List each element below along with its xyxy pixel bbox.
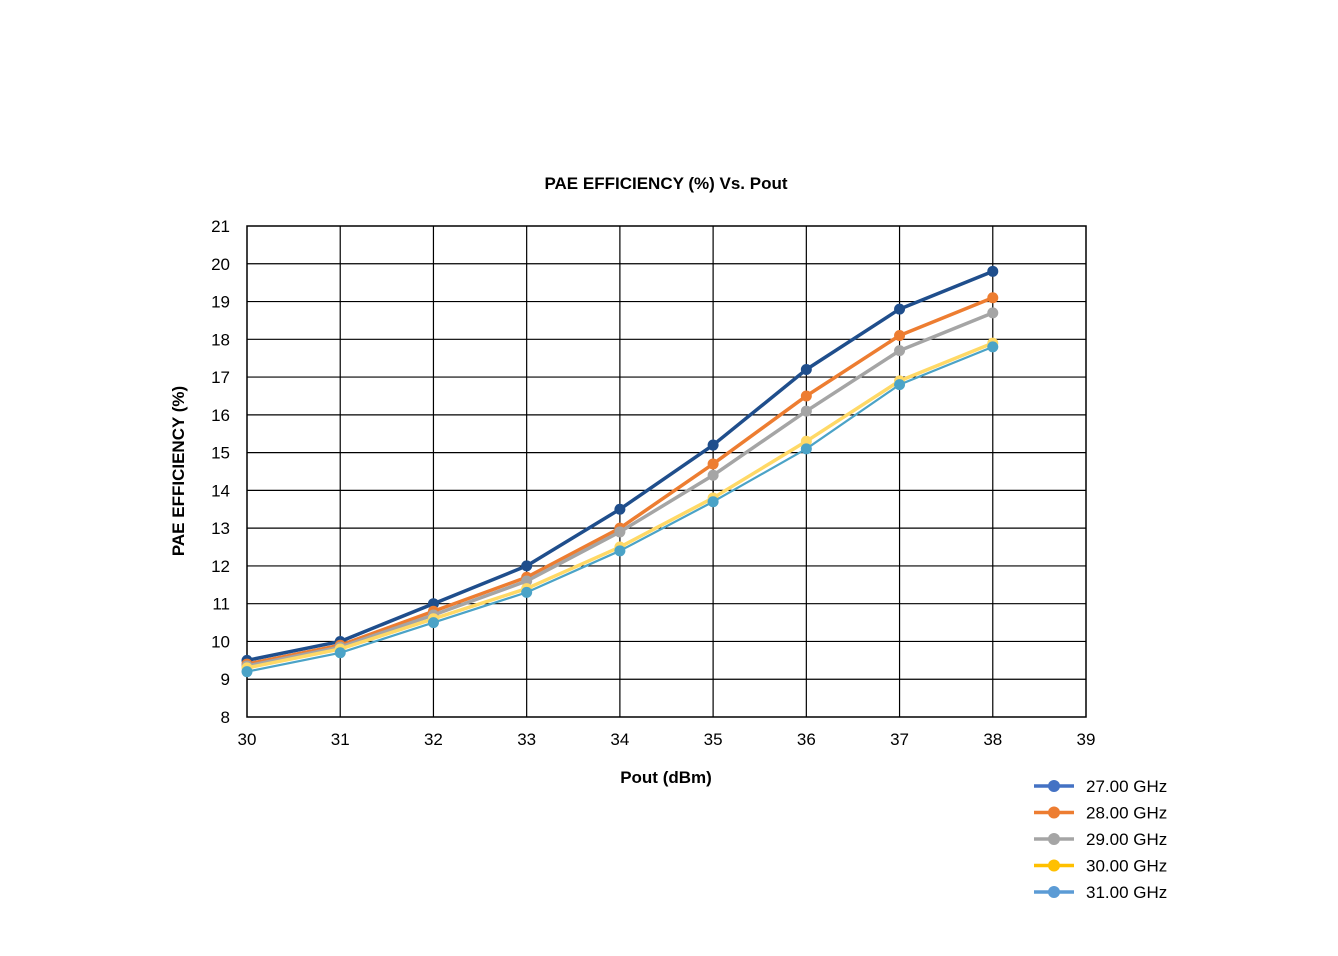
- data-point: [521, 575, 533, 587]
- data-point: [987, 341, 999, 353]
- y-tick-label: 8: [221, 708, 230, 727]
- series-4: [241, 341, 999, 678]
- data-point: [894, 379, 906, 391]
- legend-entry: 28.00 GHz: [1034, 804, 1167, 823]
- data-point: [800, 405, 812, 417]
- y-tick-label: 13: [211, 519, 230, 538]
- x-axis-title: Pout (dBm): [620, 768, 712, 787]
- legend-label: 27.00 GHz: [1086, 777, 1167, 796]
- legend-marker: [1048, 833, 1060, 845]
- data-point: [894, 330, 906, 342]
- legend-label: 31.00 GHz: [1086, 883, 1167, 902]
- data-point: [987, 307, 999, 319]
- x-tick-label: 38: [983, 730, 1002, 749]
- x-tick-label: 36: [797, 730, 816, 749]
- legend-label: 29.00 GHz: [1086, 830, 1167, 849]
- legend-marker: [1048, 886, 1060, 898]
- legend-marker: [1048, 859, 1060, 872]
- data-point: [521, 560, 533, 572]
- y-tick-label: 17: [211, 368, 230, 387]
- x-tick-labels: 30 31 32 33 34 35 36 37 38 39: [238, 730, 1096, 749]
- data-point: [800, 364, 812, 376]
- y-tick-label: 11: [212, 595, 230, 614]
- legend-entry: 29.00 GHz: [1034, 830, 1167, 849]
- data-point: [614, 503, 626, 515]
- y-tick-label: 10: [211, 632, 230, 651]
- data-point: [614, 526, 626, 538]
- legend-marker: [1048, 806, 1060, 819]
- y-tick-label: 9: [221, 670, 230, 689]
- y-tick-label: 14: [211, 481, 230, 500]
- legend-entry: 31.00 GHz: [1034, 883, 1167, 902]
- chart-title: PAE EFFICIENCY (%) Vs. Pout: [544, 174, 787, 193]
- y-axis-title: PAE EFFICIENCY (%): [169, 386, 188, 556]
- x-tick-label: 30: [238, 730, 257, 749]
- legend-label: 28.00 GHz: [1086, 804, 1167, 823]
- y-tick-labels: 8 9 10 11 12 13 14 15 16 17 18 19 20 21: [211, 217, 230, 727]
- data-point: [521, 586, 533, 598]
- x-tick-label: 33: [517, 730, 536, 749]
- y-tick-label: 19: [211, 293, 230, 312]
- data-point: [334, 647, 346, 659]
- data-point: [800, 443, 812, 455]
- y-tick-label: 16: [211, 406, 230, 425]
- data-point: [427, 617, 439, 629]
- plot-border: [246, 225, 1087, 718]
- data-point: [894, 303, 906, 315]
- data-point: [707, 458, 719, 470]
- x-tick-label: 34: [610, 730, 629, 749]
- legend-label: 30.00 GHz: [1086, 857, 1167, 876]
- series-0: [241, 265, 999, 666]
- data-point: [241, 666, 253, 678]
- data-point: [987, 292, 999, 304]
- data-point: [987, 265, 999, 277]
- legend: 27.00 GHz 28.00 GHz 29.00 GHz 30.00 GHz 31.0…: [1034, 777, 1167, 902]
- data-point: [800, 390, 812, 402]
- data-point: [427, 598, 439, 610]
- grid: [247, 226, 1086, 717]
- x-tick-label: 31: [331, 730, 350, 749]
- data-point: [800, 435, 812, 447]
- y-tick-label: 15: [211, 444, 230, 463]
- plot-frame: [246, 225, 1087, 718]
- x-tick-label: 39: [1077, 730, 1096, 749]
- legend-marker: [1048, 780, 1060, 792]
- y-tick-label: 18: [211, 330, 230, 349]
- y-tick-label: 20: [211, 255, 230, 274]
- data-point: [707, 496, 719, 508]
- data-point: [707, 469, 719, 481]
- data-point: [614, 545, 626, 557]
- legend-entry: 30.00 GHz: [1034, 857, 1167, 876]
- x-tick-label: 35: [704, 730, 723, 749]
- x-tick-label: 32: [424, 730, 443, 749]
- y-tick-label: 21: [211, 217, 230, 236]
- series-layer: [241, 265, 999, 678]
- y-tick-label: 12: [211, 557, 230, 576]
- x-tick-label: 37: [890, 730, 909, 749]
- data-point: [707, 439, 719, 451]
- legend-entry: 27.00 GHz: [1034, 777, 1167, 796]
- data-point: [894, 345, 906, 357]
